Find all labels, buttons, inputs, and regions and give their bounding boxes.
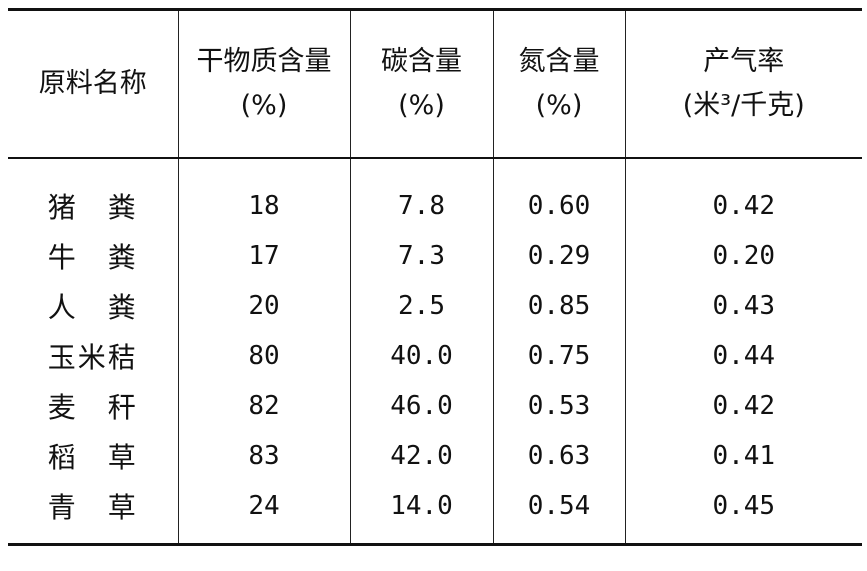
cell-nitrogen: 0.54 bbox=[492, 480, 625, 531]
cell-dry-matter: 20 bbox=[177, 280, 350, 331]
cell-material: 玉米秸 bbox=[47, 340, 138, 374]
raw-material-table: 原料名称 干物质含量 (%) 碳含量 (%) 氮含量 (%) 产气率 (米³/千… bbox=[8, 8, 862, 546]
header-carbon-unit: (%) bbox=[398, 89, 445, 121]
header-gas-yield: 产气率 (米³/千克) bbox=[624, 8, 862, 159]
table-row: 猪 粪 18 7.8 0.60 0.42 bbox=[8, 180, 862, 231]
header-carbon-text: 碳含量 bbox=[381, 45, 462, 77]
table-row: 青 草 24 14.0 0.54 0.45 bbox=[8, 480, 862, 531]
header-dry-matter-unit: (%) bbox=[240, 89, 288, 121]
header-carbon: 碳含量 (%) bbox=[349, 8, 493, 159]
cell-dry-matter: 24 bbox=[177, 480, 350, 531]
spacer-row bbox=[8, 157, 862, 181]
cell-material: 稻 草 bbox=[47, 440, 138, 474]
table-row: 玉米秸 80 40.0 0.75 0.44 bbox=[8, 330, 862, 381]
cell-nitrogen: 0.85 bbox=[492, 280, 625, 331]
cell-nitrogen: 0.29 bbox=[492, 230, 625, 281]
cell-dry-matter: 83 bbox=[177, 430, 350, 481]
cell-gas-yield: 0.43 bbox=[624, 280, 862, 331]
header-gas-yield-text: 产气率 bbox=[703, 45, 785, 77]
cell-carbon: 46.0 bbox=[349, 380, 493, 431]
cell-gas-yield: 0.41 bbox=[624, 430, 862, 481]
cell-carbon: 2.5 bbox=[349, 280, 493, 331]
cell-gas-yield: 0.42 bbox=[624, 180, 862, 231]
header-nitrogen-text: 氮含量 bbox=[518, 45, 600, 77]
header-material-name-text: 原料名称 bbox=[38, 67, 147, 99]
table-row: 稻 草 83 42.0 0.63 0.41 bbox=[8, 430, 862, 481]
table-row: 牛 粪 17 7.3 0.29 0.20 bbox=[8, 230, 862, 281]
header-row: 原料名称 干物质含量 (%) 碳含量 (%) 氮含量 (%) 产气率 (米³/千… bbox=[8, 8, 862, 159]
bottom-rule-row bbox=[8, 530, 862, 546]
cell-dry-matter: 80 bbox=[177, 330, 350, 381]
cell-nitrogen: 0.60 bbox=[492, 180, 625, 231]
cell-carbon: 42.0 bbox=[349, 430, 493, 481]
cell-material: 猪 粪 bbox=[47, 190, 138, 224]
header-nitrogen-unit: (%) bbox=[535, 89, 583, 121]
cell-nitrogen: 0.63 bbox=[492, 430, 625, 481]
cell-material: 青 草 bbox=[47, 490, 138, 524]
cell-carbon: 14.0 bbox=[349, 480, 493, 531]
cell-material: 牛 粪 bbox=[47, 240, 138, 274]
cell-dry-matter: 82 bbox=[177, 380, 350, 431]
cell-gas-yield: 0.44 bbox=[624, 330, 862, 381]
cell-dry-matter: 17 bbox=[177, 230, 350, 281]
cell-gas-yield: 0.20 bbox=[624, 230, 862, 281]
cell-material: 人 粪 bbox=[47, 290, 138, 324]
table-row: 人 粪 20 2.5 0.85 0.43 bbox=[8, 280, 862, 331]
cell-carbon: 40.0 bbox=[349, 330, 493, 381]
header-dry-matter: 干物质含量 (%) bbox=[177, 8, 350, 159]
cell-material: 麦 秆 bbox=[47, 390, 138, 424]
header-gas-yield-unit: (米³/千克) bbox=[682, 89, 805, 121]
cell-nitrogen: 0.75 bbox=[492, 330, 625, 381]
cell-nitrogen: 0.53 bbox=[492, 380, 625, 431]
header-nitrogen: 氮含量 (%) bbox=[492, 8, 625, 159]
cell-carbon: 7.8 bbox=[349, 180, 493, 231]
table-row: 麦 秆 82 46.0 0.53 0.42 bbox=[8, 380, 862, 431]
cell-carbon: 7.3 bbox=[349, 230, 493, 281]
header-material-name: 原料名称 bbox=[8, 8, 178, 159]
cell-gas-yield: 0.42 bbox=[624, 380, 862, 431]
data-table-container: 原料名称 干物质含量 (%) 碳含量 (%) 氮含量 (%) 产气率 (米³/千… bbox=[8, 8, 862, 546]
header-dry-matter-text: 干物质含量 bbox=[196, 45, 332, 77]
cell-gas-yield: 0.45 bbox=[624, 480, 862, 531]
cell-dry-matter: 18 bbox=[177, 180, 350, 231]
